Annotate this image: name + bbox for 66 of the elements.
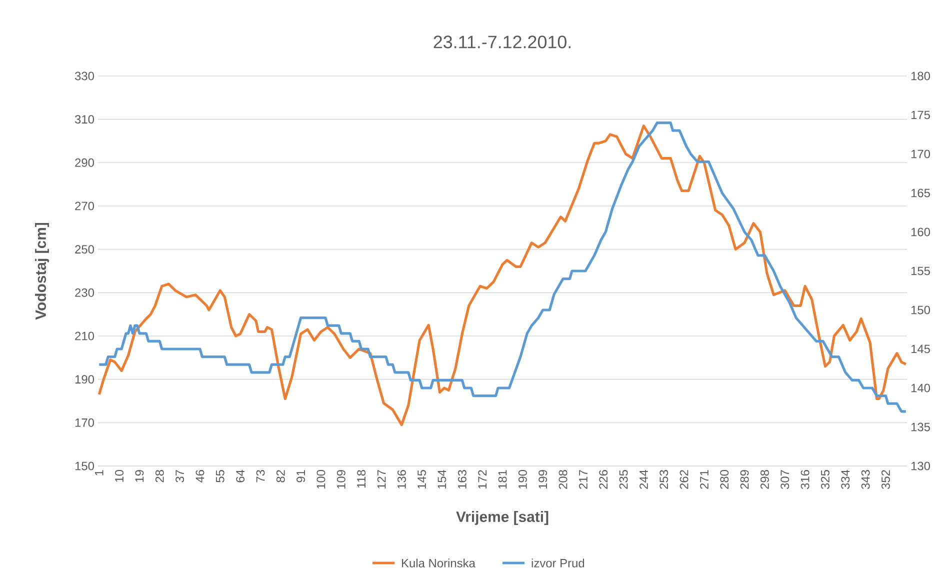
x-tick-label: 235 [619,470,628,489]
x-tick-label: 64 [236,470,245,482]
x-tick-label: 154 [438,470,446,489]
y-axis-title: Vodostaj [cm] [35,222,49,320]
x-tick-label: 217 [579,470,588,489]
x-tick-label: 55 [216,470,224,482]
x-tick-label: 325 [820,470,830,490]
y2-tick-label: 155 [911,266,930,276]
x-tick-label: 1 [95,470,104,476]
x-axis-title: Vrijeme [sati] [456,511,548,525]
x-tick-label: 73 [256,470,265,482]
x-tick-label: 298 [760,470,769,489]
legend-label: Kula Norinska [402,558,476,568]
x-tick-label: 163 [458,470,466,489]
y2-tick-label: 175 [911,110,930,120]
x-tick-label: 172 [478,470,487,489]
x-tick-label: 136 [397,470,406,489]
y-tick-label: 210 [75,332,94,340]
y-tick-label: 330 [74,72,94,80]
x-tick-label: 28 [155,470,164,482]
x-tick-label: 244 [640,470,648,489]
y2-tick-label: 165 [911,188,930,198]
x-tick-label: 226 [599,470,608,489]
x-tick-label: 199 [538,470,548,489]
x-tick-label: 280 [720,470,729,489]
x-tick-label: 208 [558,470,568,489]
y-tick-label: 170 [75,418,94,427]
x-tick-label: 253 [660,470,668,489]
y-tick-label: 190 [75,375,94,384]
x-tick-label: 316 [800,470,810,490]
x-tick-label: 343 [861,470,870,490]
y2-tick-label: 145 [911,344,930,354]
x-tick-label: 271 [700,470,708,489]
x-tick-label: 10 [115,470,124,482]
y-tick-label: 230 [75,288,94,297]
x-tick-label: 82 [276,470,285,482]
y2-tick-label: 140 [911,384,930,392]
y-tick-label: 290 [75,158,94,167]
y-tick-label: 250 [75,245,94,254]
y2-tick-label: 130 [911,462,930,470]
y2-tick-label: 160 [911,228,930,236]
x-tick-label: 145 [418,470,426,489]
x-tick-label: 127 [377,470,386,489]
x-tick-label: 118 [357,470,366,488]
legend-label: izvor Prud [532,558,584,568]
y-tick-label: 270 [75,202,94,210]
x-tick-label: 334 [841,470,850,490]
y2-tick-label: 180 [911,72,930,80]
y-tick-label: 310 [74,115,94,124]
x-tick-label: 109 [336,470,346,489]
y2-tick-label: 150 [911,306,930,314]
y2-tick-label: 135 [911,422,930,432]
x-tick-label: 190 [518,470,527,489]
x-tick-label: 289 [740,470,749,489]
x-tick-label: 46 [196,470,204,483]
chart-title: 23.11.-7.12.2010. [434,36,570,48]
x-tick-label: 37 [176,470,184,482]
x-tick-label: 91 [296,470,306,482]
x-tick-label: 100 [316,470,326,489]
x-tick-label: 307 [780,470,790,490]
x-tick-label: 19 [135,470,144,482]
y-tick-label: 150 [75,462,94,470]
x-tick-label: 262 [680,470,688,489]
x-tick-label: 181 [498,470,507,489]
x-tick-label: 352 [881,470,890,490]
y2-tick-label: 170 [911,150,930,158]
